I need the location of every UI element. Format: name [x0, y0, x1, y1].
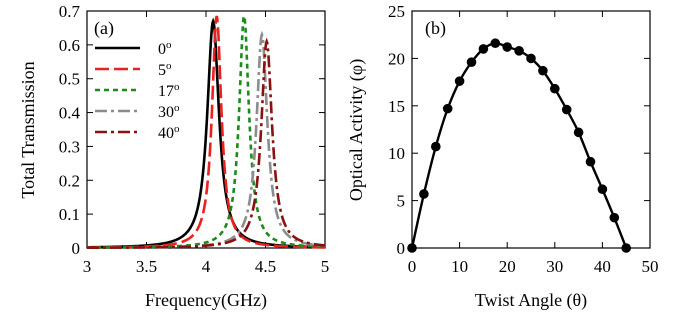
legend-label: 17o [158, 81, 180, 100]
x-tick-label-a: 3.5 [136, 257, 157, 276]
panel-a-transmission: 3 3.5 4 4.5 500.10.20.30.40.50.60.7 0o5o17o3… [18, 2, 329, 311]
data-point [573, 127, 584, 138]
data-point [407, 243, 417, 253]
y-axis-label-b: Optical Activity (φ) [346, 59, 367, 201]
x-tick-label-a: 4.5 [255, 257, 276, 276]
data-point [621, 243, 631, 253]
legend-label: 0o [158, 39, 172, 58]
panel-label-b: (b) [425, 18, 446, 39]
data-point [609, 212, 620, 223]
data-point [538, 65, 548, 76]
panel-b-optical-activity: 0 10 20 30 40 50 0 5 10 15 20 25 (b) Twist Angle (θ… [346, 2, 659, 311]
series-group-a [86, 10, 326, 250]
x-tick-label-a: 5 [321, 257, 330, 276]
series-group-b [407, 38, 631, 253]
y-tick-label-a: 0.4 [59, 104, 81, 123]
y-tick-label-a: 0.5 [59, 70, 80, 89]
series-line-optical-activity [410, 42, 628, 249]
y-tick-label-a: 0.7 [59, 2, 81, 21]
series-line-40o [86, 37, 326, 250]
data-point [561, 104, 572, 115]
series-line-0o [86, 17, 326, 249]
x-tick-label-a: 3 [83, 257, 92, 276]
tick-group-b: 0 10 20 30 40 50 0 5 10 15 20 25 [388, 2, 659, 276]
y-tick-label-b: 10 [388, 144, 405, 163]
legend-a: 0o 5o 17o 30o 40o [95, 39, 180, 142]
data-point [585, 156, 596, 167]
y-tick-label-a: 0.6 [59, 36, 80, 55]
legend-label: 30o [158, 102, 180, 121]
y-tick-label-b: 0 [397, 239, 406, 258]
y-tick-label-a: 0.1 [59, 205, 80, 224]
data-point [466, 57, 477, 67]
y-tick-label-b: 20 [388, 49, 405, 68]
data-point [502, 42, 512, 52]
data-point [597, 184, 608, 195]
y-axis-label-a: Total Transmission [18, 61, 38, 198]
data-point [478, 44, 489, 54]
legend-label: 5o [158, 60, 172, 79]
data-point [442, 103, 453, 114]
data-point [431, 141, 441, 152]
x-tick-label-a: 4 [202, 257, 211, 276]
x-tick-label-b: 10 [451, 257, 468, 276]
data-point [526, 53, 536, 64]
y-tick-label-b: 5 [397, 192, 406, 211]
x-axis-label-b: Twist Angle (θ) [475, 290, 587, 311]
x-tick-label-b: 30 [546, 257, 563, 276]
y-tick-label-a: 0 [72, 239, 81, 258]
y-tick-label-a: 0.3 [59, 137, 80, 156]
data-point [419, 189, 429, 199]
y-tick-label-b: 15 [388, 97, 405, 116]
legend-label: 40o [158, 123, 180, 142]
data-point [454, 76, 465, 86]
y-tick-label-a: 0.2 [59, 171, 80, 190]
x-tick-label-b: 0 [408, 257, 417, 276]
data-point [514, 46, 524, 56]
x-tick-label-b: 40 [594, 257, 611, 276]
data-point [550, 83, 560, 94]
x-tick-label-b: 50 [642, 257, 659, 276]
x-axis-label-a: Frequency(GHz) [145, 290, 267, 311]
data-point [490, 38, 501, 49]
x-tick-label-b: 20 [499, 257, 516, 276]
y-tick-label-b: 25 [388, 2, 405, 21]
panel-label-a: (a) [94, 18, 114, 39]
plot-area-b [411, 10, 651, 249]
tick-group-a: 3 3.5 4 4.5 5 0 0.1 0.2 0.3 0.4 0.5 0.6 0.7 [59, 2, 330, 276]
